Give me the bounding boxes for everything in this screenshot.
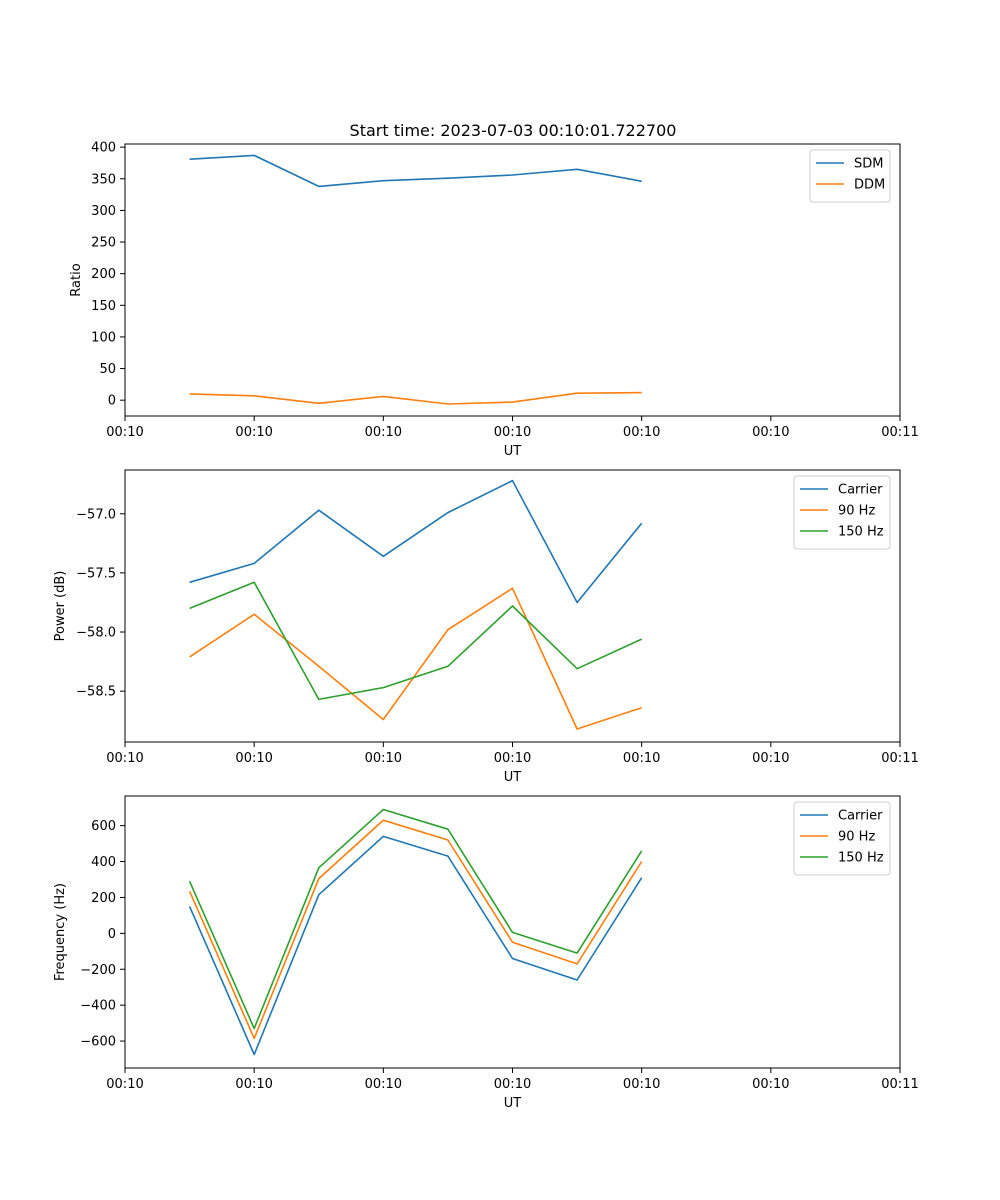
- x-tick-label: 00:10: [623, 751, 660, 766]
- y-axis-label: Frequency (Hz): [53, 883, 68, 981]
- x-tick-label: 00:10: [752, 425, 789, 440]
- y-tick-label: −400: [80, 999, 116, 1014]
- y-tick-label: −58.5: [76, 685, 116, 700]
- series-line-sdm: [189, 154, 642, 188]
- series-line-ddm: [189, 391, 642, 405]
- y-tick-label: 600: [91, 819, 116, 834]
- x-tick-label: 00:10: [494, 425, 531, 440]
- y-tick-label: 200: [91, 267, 116, 282]
- x-tick-label: 00:10: [623, 1077, 660, 1092]
- x-tick-label: 00:10: [106, 425, 143, 440]
- x-tick-label: 00:10: [106, 751, 143, 766]
- subplot-2: 00:10 00:10 00:10 00:10 00:10 00:10 00:11 −58.5…: [53, 469, 919, 785]
- x-tick-label: 00:10: [494, 751, 531, 766]
- series-line-90-hz: [188, 819, 643, 1040]
- y-tick-label: −600: [80, 1035, 116, 1050]
- x-tick-label: 00:10: [235, 751, 272, 766]
- legend-label: DDM: [854, 178, 885, 193]
- subplot-1: 00:10 00:10 00:10 00:10 00:10 00:10 00:11 0 50 10…: [69, 141, 919, 459]
- legend-label: Carrier: [838, 809, 883, 824]
- y-tick-label: 0: [108, 927, 116, 942]
- legend-label: 150 Hz: [838, 851, 884, 866]
- x-tick-label: 00:10: [365, 1077, 402, 1092]
- series-line-150-hz: [189, 581, 643, 701]
- series-line-carrier: [188, 835, 643, 1056]
- x-tick-label: 00:11: [881, 1077, 918, 1092]
- y-tick-label: 400: [91, 855, 116, 870]
- x-axis-label: UT: [504, 444, 522, 459]
- series-line-150-hz: [188, 808, 643, 1030]
- legend-label: Carrier: [838, 483, 883, 498]
- series-line-90-hz: [189, 587, 642, 730]
- y-tick-label: −200: [80, 963, 116, 978]
- y-tick-label: 0: [108, 394, 116, 409]
- x-tick-label: 00:10: [235, 425, 272, 440]
- legend: SDM DDM: [809, 149, 891, 203]
- legend: Carrier 90 Hz 150 Hz: [793, 801, 891, 876]
- x-axis-label: UT: [504, 1096, 522, 1111]
- x-tick-label: 00:10: [365, 425, 402, 440]
- x-tick-label: 00:10: [365, 751, 402, 766]
- x-tick-label: 00:10: [235, 1077, 272, 1092]
- legend-label: 90 Hz: [838, 830, 875, 845]
- legend: Carrier 90 Hz 150 Hz: [793, 475, 891, 550]
- x-axis-label: UT: [504, 770, 522, 785]
- x-tick-label: 00:10: [752, 751, 789, 766]
- subplot-3: 00:10 00:10 00:10 00:10 00:10 00:10 00:11 −600 −…: [53, 795, 919, 1111]
- x-tick-label: 00:10: [106, 1077, 143, 1092]
- y-tick-label: 50: [99, 362, 116, 377]
- x-tick-label: 00:10: [752, 1077, 789, 1092]
- y-tick-label: −57.5: [76, 566, 116, 581]
- y-tick-label: −58.0: [76, 626, 116, 641]
- x-tick-label: 00:11: [881, 751, 918, 766]
- legend-label: SDM: [854, 157, 883, 172]
- legend-label: 90 Hz: [838, 504, 875, 519]
- y-tick-label: 100: [91, 330, 116, 345]
- chart-title: Start time: 2023-07-03 00:10:01.722700: [350, 121, 677, 140]
- plots-container: 00:10 00:10 00:10 00:10 00:10 00:10 00:11 0 50 10…: [53, 141, 919, 1111]
- y-tick-label: 300: [91, 204, 116, 219]
- y-tick-label: 250: [91, 236, 116, 251]
- x-tick-label: 00:10: [494, 1077, 531, 1092]
- y-axis-label: Power (dB): [53, 571, 68, 642]
- y-tick-label: 200: [91, 891, 116, 906]
- y-tick-label: 150: [91, 299, 116, 314]
- legend-label: 150 Hz: [838, 525, 884, 540]
- y-tick-label: −57.0: [76, 507, 116, 522]
- y-axis-label: Ratio: [69, 263, 84, 296]
- series-line-carrier: [189, 479, 643, 604]
- y-tick-label: 400: [91, 141, 116, 156]
- x-tick-label: 00:10: [623, 425, 660, 440]
- x-tick-label: 00:11: [881, 425, 918, 440]
- y-tick-label: 350: [91, 172, 116, 187]
